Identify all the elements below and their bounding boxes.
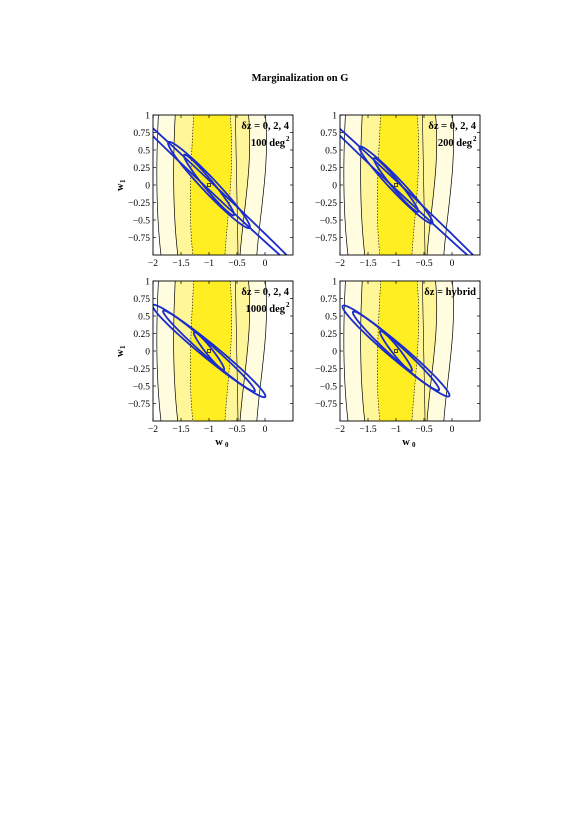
y-tick-label: 0.5: [138, 313, 150, 323]
error-ellipse-1: [379, 330, 413, 372]
panel-1: −2 −1.5 −1 −0.5 0 1 0.75 0.5 0.25 0 −0.25 −0.5 −0.75…: [115, 112, 294, 269]
y-tick-label: 0.5: [325, 147, 337, 157]
panel-annotation-area-superscript: 2: [473, 135, 477, 143]
panel-4: −2 −1.5 −1 −0.5 0 1 0.75 0.5 0.25 0 −0.25 −0.5 −0.75…: [315, 278, 481, 449]
y-axis-label-subscript: 1: [119, 179, 127, 183]
panel-annotation-redshift: δz = 0, 2, 4: [428, 121, 476, 132]
y-tick-label: −0.25: [128, 199, 150, 209]
band-edge-line: [422, 115, 426, 255]
y-tick-label: 1: [145, 278, 150, 288]
plot-area: [153, 115, 288, 255]
plot-area: [153, 281, 267, 421]
error-ellipse-3: [153, 303, 267, 399]
panel-annotation-area-superscript: 2: [286, 135, 290, 143]
x-axis-label-subscript: 0: [412, 441, 416, 449]
plot-area: [341, 281, 454, 421]
y-tick-label: 0.25: [133, 330, 150, 340]
x-tick-label: −1.5: [359, 425, 376, 435]
y-axis-label: w: [115, 349, 126, 357]
error-ellipse-1: [372, 157, 420, 213]
x-tick-label: −1: [204, 259, 214, 269]
y-tick-label: 0.75: [133, 295, 150, 305]
x-tick-label: −0.5: [228, 425, 245, 435]
confidence-band-inner: [376, 281, 419, 421]
y-tick-label: −0.75: [128, 234, 150, 244]
error-ellipse-3: [341, 304, 451, 398]
x-tick-label: −1.5: [359, 259, 376, 269]
fiducial-marker: [394, 349, 398, 353]
plot-area: [340, 115, 475, 255]
x-axis-label: w: [402, 437, 410, 448]
x-tick-label: −1.5: [172, 259, 189, 269]
y-tick-label: 0.25: [133, 164, 150, 174]
error-ellipse-3: [340, 127, 475, 255]
x-tick-label: −1: [391, 259, 401, 269]
y-tick-label: 0.25: [320, 164, 337, 174]
panel-annotation-area: 100 deg: [251, 138, 286, 149]
fiducial-marker: [394, 183, 398, 187]
x-tick-label: −1: [204, 425, 214, 435]
panel-annotation-area-superscript: 2: [286, 301, 290, 309]
y-tick-label: −0.5: [133, 217, 150, 227]
y-tick-label: 0: [332, 182, 337, 192]
panel-annotation-area: 1000 deg: [246, 304, 286, 315]
y-tick-label: −0.75: [315, 400, 337, 410]
y-tick-label: 0.5: [138, 147, 150, 157]
error-ellipse-1: [182, 153, 236, 217]
x-axis-label: w: [215, 437, 223, 448]
y-axis-label-subscript: 1: [119, 345, 127, 349]
y-tick-label: −0.25: [315, 199, 337, 209]
x-tick-label: 0: [450, 425, 455, 435]
x-tick-label: 0: [450, 259, 455, 269]
y-tick-label: 1: [145, 112, 150, 122]
confidence-band-inner: [376, 115, 419, 255]
y-tick-label: 0.75: [320, 129, 337, 139]
panel-annotation-redshift: δz = hybrid: [424, 287, 476, 298]
panel-annotation-area: 200 deg: [438, 138, 473, 149]
panel-annotation-redshift: δz = 0, 2, 4: [241, 287, 289, 298]
y-axis-label: w: [115, 183, 126, 191]
band-edge-line: [422, 281, 426, 421]
x-tick-label: −2: [335, 259, 345, 269]
band-edge-line: [235, 115, 239, 255]
y-tick-label: −0.75: [315, 234, 337, 244]
y-tick-label: −0.5: [133, 383, 150, 393]
y-tick-label: 0: [145, 182, 150, 192]
x-tick-label: −2: [148, 259, 158, 269]
confidence-band-inner: [189, 115, 232, 255]
y-tick-label: −0.5: [320, 383, 337, 393]
y-tick-label: 1: [332, 278, 337, 288]
x-tick-label: 0: [263, 259, 268, 269]
panel-annotation-redshift: δz = 0, 2, 4: [241, 121, 289, 132]
fiducial-marker: [207, 183, 211, 187]
panel-2: −2 −1.5 −1 −0.5 0 1 0.75 0.5 0.25 0 −0.25 −0.5 −0.75…: [315, 112, 481, 269]
x-tick-label: −0.5: [228, 259, 245, 269]
y-tick-label: 1: [332, 112, 337, 122]
y-tick-label: 0.75: [133, 129, 150, 139]
panel-3: −2 −1.5 −1 −0.5 0 1 0.75 0.5 0.25 0 −0.25 −0.5 −0.75…: [115, 278, 294, 449]
x-axis-label-subscript: 0: [225, 441, 229, 449]
y-tick-label: −0.25: [315, 365, 337, 375]
x-tick-label: −0.5: [415, 259, 432, 269]
panels: −2 −1.5 −1 −0.5 0 1 0.75 0.5 0.25 0 −0.25 −0.5 −0.75…: [115, 112, 481, 449]
y-tick-label: −0.5: [320, 217, 337, 227]
x-tick-label: −2: [148, 425, 158, 435]
x-tick-label: −1: [391, 425, 401, 435]
y-tick-label: 0.25: [320, 330, 337, 340]
y-tick-label: 0.75: [320, 295, 337, 305]
y-tick-label: −0.75: [128, 400, 150, 410]
x-tick-label: −2: [335, 425, 345, 435]
band-edge-line: [235, 281, 239, 421]
y-tick-label: 0.5: [325, 313, 337, 323]
fiducial-marker: [207, 349, 211, 353]
x-tick-label: 0: [263, 425, 268, 435]
x-tick-label: −0.5: [415, 425, 432, 435]
page-title: Marginalization on G: [252, 73, 349, 84]
error-ellipse-3: [153, 127, 288, 255]
x-tick-label: −1.5: [172, 425, 189, 435]
y-tick-label: 0: [145, 348, 150, 358]
y-tick-label: 0: [332, 348, 337, 358]
y-tick-label: −0.25: [128, 365, 150, 375]
